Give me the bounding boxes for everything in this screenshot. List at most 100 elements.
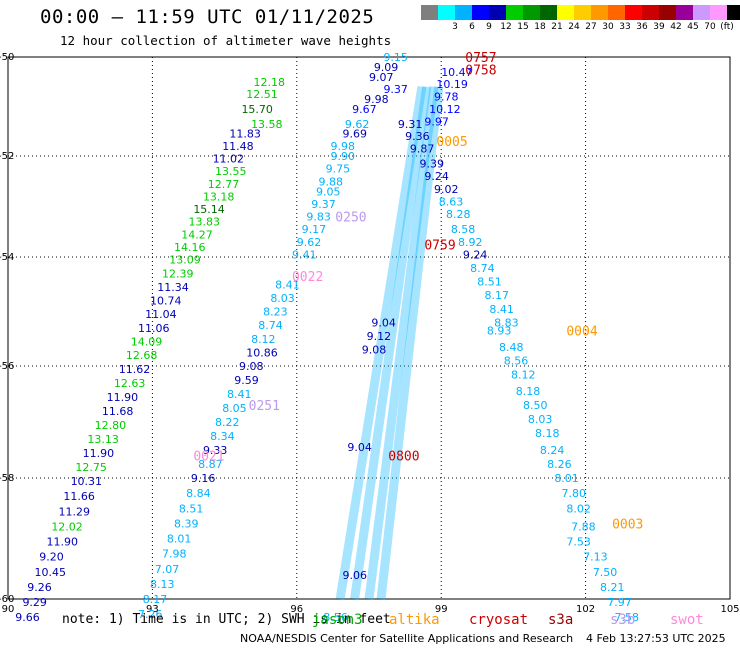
wave-height-label: 8.51 xyxy=(179,502,204,515)
colorbar-swatch xyxy=(676,5,693,20)
page-subtitle: 12 hour collection of altimeter wave hei… xyxy=(60,33,392,48)
colorbar-swatch xyxy=(591,5,608,20)
x-tick-label: 90 xyxy=(2,604,15,615)
wave-height-label: 9.08 xyxy=(362,344,387,357)
wave-height-label: 8.83 xyxy=(494,316,519,329)
colorbar-label: 39 xyxy=(653,22,665,32)
dense-track-streak xyxy=(350,86,432,600)
x-tick-label: 93 xyxy=(146,604,159,615)
wave-height-label: 8.05 xyxy=(222,402,247,415)
pass-time-label: 0005 xyxy=(436,135,467,150)
wave-height-label: 11.90 xyxy=(83,447,115,460)
wave-height-label: 8.03 xyxy=(270,292,295,305)
wave-height-label: 12.02 xyxy=(51,520,83,533)
wave-height-label: 9.67 xyxy=(352,103,377,116)
colorbar-swatch xyxy=(506,5,523,20)
colorbar-label: 30 xyxy=(602,22,614,32)
wave-height-label: 10.47 xyxy=(441,66,473,79)
wave-height-label: 9.37 xyxy=(311,198,336,211)
wave-height-label: 8.12 xyxy=(251,333,276,346)
pass-time-label: 0251 xyxy=(249,399,280,414)
wave-height-label: 9.24 xyxy=(463,248,488,261)
wave-height-label: 14.27 xyxy=(181,228,213,241)
colorbar-label: 12 xyxy=(500,22,512,32)
wave-height-label: 9.04 xyxy=(371,316,396,329)
colorbar-swatch xyxy=(642,5,659,20)
wave-height-label: 11.68 xyxy=(102,405,134,418)
colorbar-label: 24 xyxy=(568,22,580,32)
wave-height-label: 13.18 xyxy=(203,190,235,203)
wave-height-label: 9.08 xyxy=(239,360,263,373)
wave-height-label: 9.04 xyxy=(347,441,372,454)
wave-height-label: 8.22 xyxy=(215,416,240,429)
wave-height-label: 8.26 xyxy=(547,458,572,471)
colorbar-swatch xyxy=(693,5,710,20)
wave-height-label: 9.33 xyxy=(203,444,228,457)
dense-track-streak xyxy=(376,86,444,600)
wave-height-label: 12.80 xyxy=(95,419,127,432)
wave-height-label: 8.28 xyxy=(446,208,471,221)
wave-height-label: 8.56 xyxy=(504,355,528,368)
pass-time-label: 0759 xyxy=(424,238,455,253)
wave-height-label: 8.56 xyxy=(323,611,348,624)
wave-height-label: 9.98 xyxy=(330,140,355,153)
sat-label-swot: swot xyxy=(670,612,704,628)
wave-height-label: 9.87 xyxy=(410,143,435,156)
wave-height-label: 11.06 xyxy=(138,322,170,335)
wave-height-label: 9.97 xyxy=(424,115,449,128)
footer-note: note: 1) Time is in UTC; 2) SWH is in fe… xyxy=(62,612,391,627)
wave-height-label: 9.75 xyxy=(326,163,351,176)
wave-height-label: 10.74 xyxy=(150,295,182,308)
y-tick-label: -52 xyxy=(0,151,14,162)
wave-height-label: 9.41 xyxy=(292,248,317,261)
colorbar-label: 21 xyxy=(551,22,563,32)
wave-height-label: 7.98 xyxy=(162,548,187,561)
wave-height-label: 8.18 xyxy=(516,385,541,398)
colorbar-label: (ft) xyxy=(720,22,734,32)
wave-height-label: 11.29 xyxy=(59,505,91,518)
wave-height-label: 8.50 xyxy=(523,399,548,412)
pass-time-label: 0250 xyxy=(335,211,366,226)
wave-height-label: 9.90 xyxy=(330,150,355,163)
wave-height-label: 8.02 xyxy=(566,502,591,515)
colorbar-label: 9 xyxy=(486,22,492,32)
sat-label-cryosat: cryosat xyxy=(469,612,529,628)
wave-height-label: 8.21 xyxy=(600,581,625,594)
colorbar-swatch xyxy=(472,5,489,20)
wave-height-label: 9.88 xyxy=(318,175,343,188)
colorbar-swatch xyxy=(421,5,438,20)
wave-height-label: 9.16 xyxy=(191,472,216,485)
colorbar-swatch xyxy=(455,5,472,20)
wave-height-label: 10.31 xyxy=(71,475,103,488)
wave-height-label: 7.07 xyxy=(155,563,180,576)
colorbar-swatch xyxy=(540,5,557,20)
colorbar-label: 70 xyxy=(704,22,716,32)
wave-height-label: 7.26 xyxy=(138,608,163,621)
generation-timestamp: 4 Feb 13:27:53 UTC 2025 xyxy=(586,632,726,645)
wave-height-label: 9.29 xyxy=(22,596,47,609)
pass-time-label: 0022 xyxy=(292,270,323,285)
wave-height-label: 8.12 xyxy=(511,368,536,381)
wave-height-label: 7.80 xyxy=(562,487,587,500)
wave-height-label: 8.13 xyxy=(150,578,175,591)
wave-height-label: 12.51 xyxy=(246,88,278,101)
wave-height-label: 9.78 xyxy=(434,91,459,104)
wave-height-label: 12.77 xyxy=(208,178,240,191)
wave-height-label: 8.93 xyxy=(487,325,512,338)
wave-height-label: 8.74 xyxy=(258,319,283,332)
colorbar-swatch xyxy=(557,5,574,20)
wave-height-label: 13.83 xyxy=(189,216,221,229)
wave-height-label: 8.18 xyxy=(535,427,560,440)
dense-track-streak xyxy=(335,85,427,600)
wave-height-label: 7.53 xyxy=(566,536,591,549)
wave-height-label: 14.09 xyxy=(131,335,163,348)
colorbar-label: 6 xyxy=(469,22,475,32)
colorbar-label: 27 xyxy=(585,22,597,32)
sat-label-altika: altika xyxy=(389,612,440,628)
wave-height-label: 8.48 xyxy=(499,341,523,354)
x-tick-label: 96 xyxy=(290,604,303,615)
wave-height-label: 9.26 xyxy=(27,581,52,594)
wave-height-label: 8.51 xyxy=(477,276,502,289)
sat-label-s3a: s3a xyxy=(548,612,574,628)
